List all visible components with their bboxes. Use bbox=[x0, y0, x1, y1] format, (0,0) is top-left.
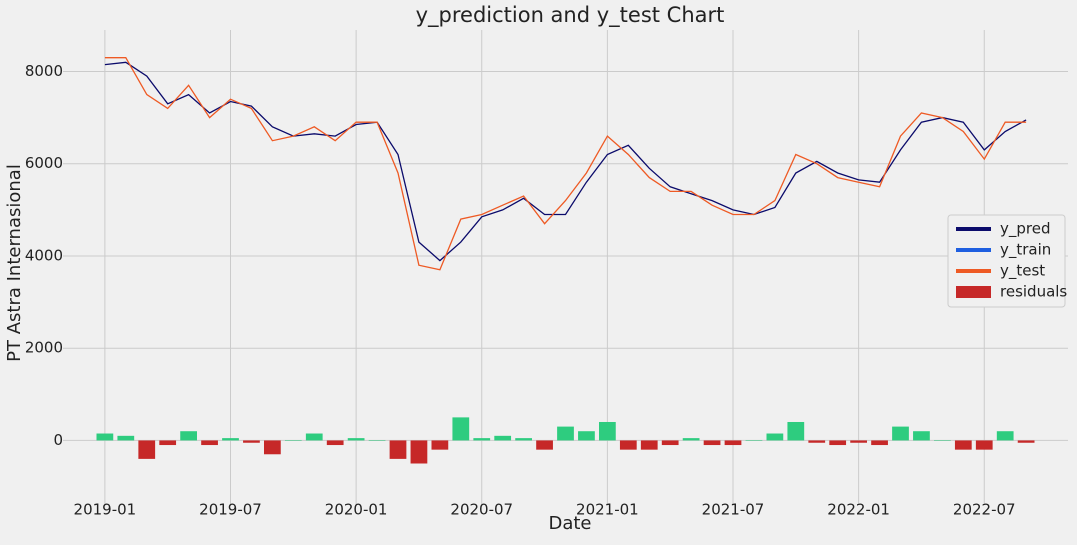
residual-bar bbox=[515, 438, 532, 441]
residual-bar bbox=[201, 440, 218, 446]
chart-title: y_prediction and y_test Chart bbox=[416, 3, 725, 28]
x-tick-label: 2021-01 bbox=[576, 501, 639, 519]
residual-bar bbox=[389, 440, 407, 459]
residual-bar bbox=[138, 440, 156, 459]
residual-bar bbox=[96, 433, 114, 441]
legend-label: y_pred bbox=[1000, 220, 1051, 239]
residual-bar bbox=[368, 440, 386, 441]
x-tick-label: 2022-07 bbox=[953, 501, 1016, 519]
y-tick-label: 6000 bbox=[25, 154, 63, 172]
residual-bar bbox=[557, 426, 574, 441]
residual-bar bbox=[996, 431, 1014, 441]
residual-bar bbox=[243, 440, 260, 443]
line-y-pred bbox=[104, 61, 1027, 262]
residual-bar bbox=[808, 440, 826, 443]
x-tick-label: 2020-07 bbox=[450, 501, 513, 519]
x-tick-label: 2019-07 bbox=[199, 501, 262, 519]
x-tick-label: 2022-01 bbox=[827, 501, 890, 519]
legend-label: y_test bbox=[1000, 262, 1045, 281]
line-y-test bbox=[104, 57, 1027, 271]
residual-bar bbox=[159, 440, 177, 446]
residual-bar bbox=[284, 440, 302, 441]
y-tick-label: 4000 bbox=[25, 246, 63, 264]
legend-label: y_train bbox=[1000, 241, 1051, 260]
residual-bar bbox=[264, 440, 281, 455]
residual-bar bbox=[975, 440, 993, 450]
residual-bar bbox=[494, 435, 512, 441]
y-tick-label: 2000 bbox=[25, 339, 63, 357]
residual-bar bbox=[661, 440, 679, 446]
y-axis-label: PT Astra Internasional bbox=[4, 164, 25, 362]
residual-bar bbox=[871, 440, 888, 446]
residual-bar bbox=[954, 440, 972, 450]
residual-bar bbox=[473, 438, 491, 441]
residual-bar bbox=[410, 440, 428, 464]
residual-bar bbox=[431, 440, 449, 450]
legend-box bbox=[947, 214, 1066, 308]
x-tick-label: 2021-07 bbox=[702, 501, 765, 519]
residual-bar bbox=[347, 438, 365, 441]
x-axis-label: Date bbox=[548, 513, 591, 534]
residual-bar bbox=[703, 440, 721, 446]
residual-bar bbox=[599, 421, 616, 441]
residual-bar bbox=[745, 440, 763, 441]
residual-bar bbox=[578, 431, 595, 441]
residual-bar bbox=[787, 421, 805, 441]
residual-bar bbox=[619, 440, 637, 450]
residual-bar bbox=[682, 438, 700, 441]
residual-bar bbox=[829, 440, 847, 446]
residual-bar bbox=[934, 440, 951, 441]
residual-bar bbox=[117, 435, 135, 441]
residual-bar bbox=[305, 433, 323, 441]
residual-bar bbox=[1017, 440, 1035, 443]
residual-bar bbox=[326, 440, 344, 446]
x-tick-label: 2020-01 bbox=[325, 501, 388, 519]
legend-label: residuals bbox=[1000, 283, 1067, 301]
y-tick-label: 8000 bbox=[25, 62, 63, 80]
residual-bar bbox=[222, 438, 239, 441]
residual-bar bbox=[452, 417, 470, 441]
residual-bar bbox=[640, 440, 658, 450]
residual-bar bbox=[892, 426, 909, 441]
residual-bar bbox=[536, 440, 553, 450]
residual-bar bbox=[724, 440, 742, 446]
residual-bar bbox=[913, 431, 930, 441]
x-tick-label: 2019-01 bbox=[74, 501, 137, 519]
residual-bar bbox=[850, 440, 867, 443]
legend-swatch bbox=[956, 286, 991, 298]
residual-bar bbox=[180, 431, 197, 441]
y-tick-label: 0 bbox=[53, 431, 63, 449]
residual-bar bbox=[766, 433, 784, 441]
